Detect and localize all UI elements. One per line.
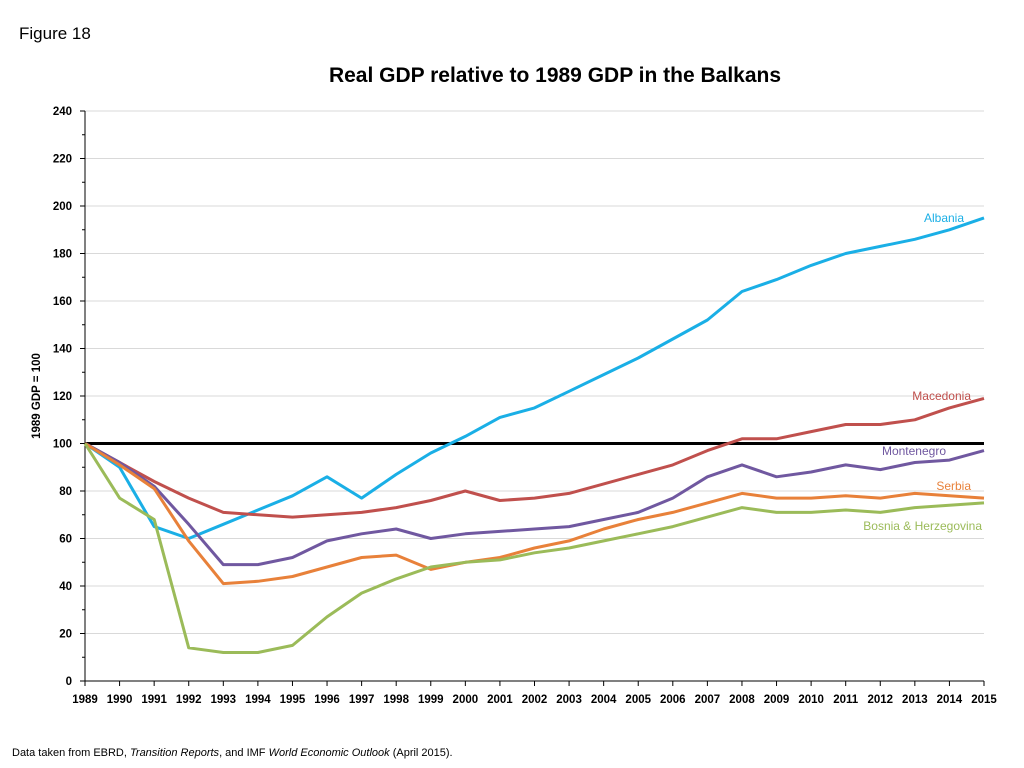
y-tick-label: 0 — [66, 676, 72, 688]
x-tick-label: 1990 — [107, 694, 133, 706]
series-lines — [83, 216, 985, 654]
x-tick-label: 2014 — [937, 694, 963, 706]
x-tick-label: 1999 — [418, 694, 444, 706]
axes: 0 20 40 60 80 100 120 140 160 180 200 220 240 1989 199… — [53, 106, 998, 706]
x-tick-label: 2015 — [971, 694, 997, 706]
y-tick-label: 60 — [59, 534, 72, 546]
x-tick-label: 2001 — [487, 694, 513, 706]
y-tick-label: 80 — [59, 486, 72, 498]
y-tick-label: 180 — [53, 249, 72, 261]
y-tick-label: 200 — [53, 201, 72, 213]
chart-title: Real GDP relative to 1989 GDP in the Bal… — [328, 64, 782, 87]
y-axis-label: 1989 GDP = 100 — [31, 353, 43, 439]
figure-label: Figure 18 — [19, 24, 91, 43]
x-tick-label: 1991 — [141, 694, 167, 706]
y-tick-label: 160 — [53, 296, 72, 308]
source-prefix: Data taken from EBRD, — [12, 747, 130, 759]
x-tick-label: 2008 — [729, 694, 755, 706]
source-italic-transition: Transition Reports — [130, 747, 220, 759]
source-middle: , and IMF — [219, 747, 269, 759]
x-tick-label: 2000 — [453, 694, 479, 706]
x-tick-label: 2007 — [695, 694, 721, 706]
x-tick-label: 1998 — [383, 694, 409, 706]
series-line-montenegro — [84, 442, 985, 567]
source-suffix: (April 2015). — [389, 747, 453, 759]
x-tick-label: 1994 — [245, 694, 271, 706]
x-tick-label: 1997 — [349, 694, 375, 706]
x-tick-label: 2003 — [556, 694, 582, 706]
series-labels: Albania Macedonia Montenegro Serbia Bosnia &… — [863, 211, 982, 533]
x-tick-label: 2012 — [867, 694, 893, 706]
x-tick-label: 2002 — [522, 694, 548, 706]
series-label-serbia: Serbia — [936, 479, 971, 493]
series-line-macedonia — [84, 396, 985, 519]
x-tick-label: 2011 — [833, 694, 859, 706]
series-line-bosnia-herzegovina — [83, 442, 985, 654]
x-tick-label: 2013 — [902, 694, 928, 706]
y-tick-label: 140 — [53, 344, 72, 356]
y-tick-label: 120 — [53, 391, 72, 403]
x-tick-label: 1993 — [211, 694, 237, 706]
series-label-bosnia-herzegovina: Bosnia & Herzegovina — [863, 519, 982, 533]
series-label-albania: Albania — [924, 211, 964, 225]
x-tick-label: 1996 — [314, 694, 340, 706]
y-tick-label: 100 — [53, 439, 72, 451]
x-tick-label: 1989 — [72, 694, 98, 706]
x-tick-label: 2009 — [764, 694, 790, 706]
series-label-montenegro: Montenegro — [882, 444, 946, 458]
x-tick-label: 2005 — [625, 694, 651, 706]
x-tick-label: 2010 — [798, 694, 824, 706]
y-tick-label: 240 — [53, 106, 72, 118]
x-tick-label: 1995 — [280, 694, 306, 706]
y-tick-label: 20 — [59, 629, 72, 641]
x-tick-label: 2004 — [591, 694, 617, 706]
x-tick-label: 1992 — [176, 694, 202, 706]
y-tick-label: 220 — [53, 154, 72, 166]
y-tick-label: 40 — [59, 581, 72, 593]
source-note: Data taken from EBRD, Transition Reports… — [12, 747, 453, 759]
series-line-albania — [84, 216, 985, 540]
series-line-serbia — [84, 442, 985, 586]
gridlines — [85, 110, 984, 634]
series-label-macedonia: Macedonia — [912, 389, 971, 403]
x-tick-label: 2006 — [660, 694, 686, 706]
source-italic-weo: World Economic Outlook — [268, 747, 390, 759]
